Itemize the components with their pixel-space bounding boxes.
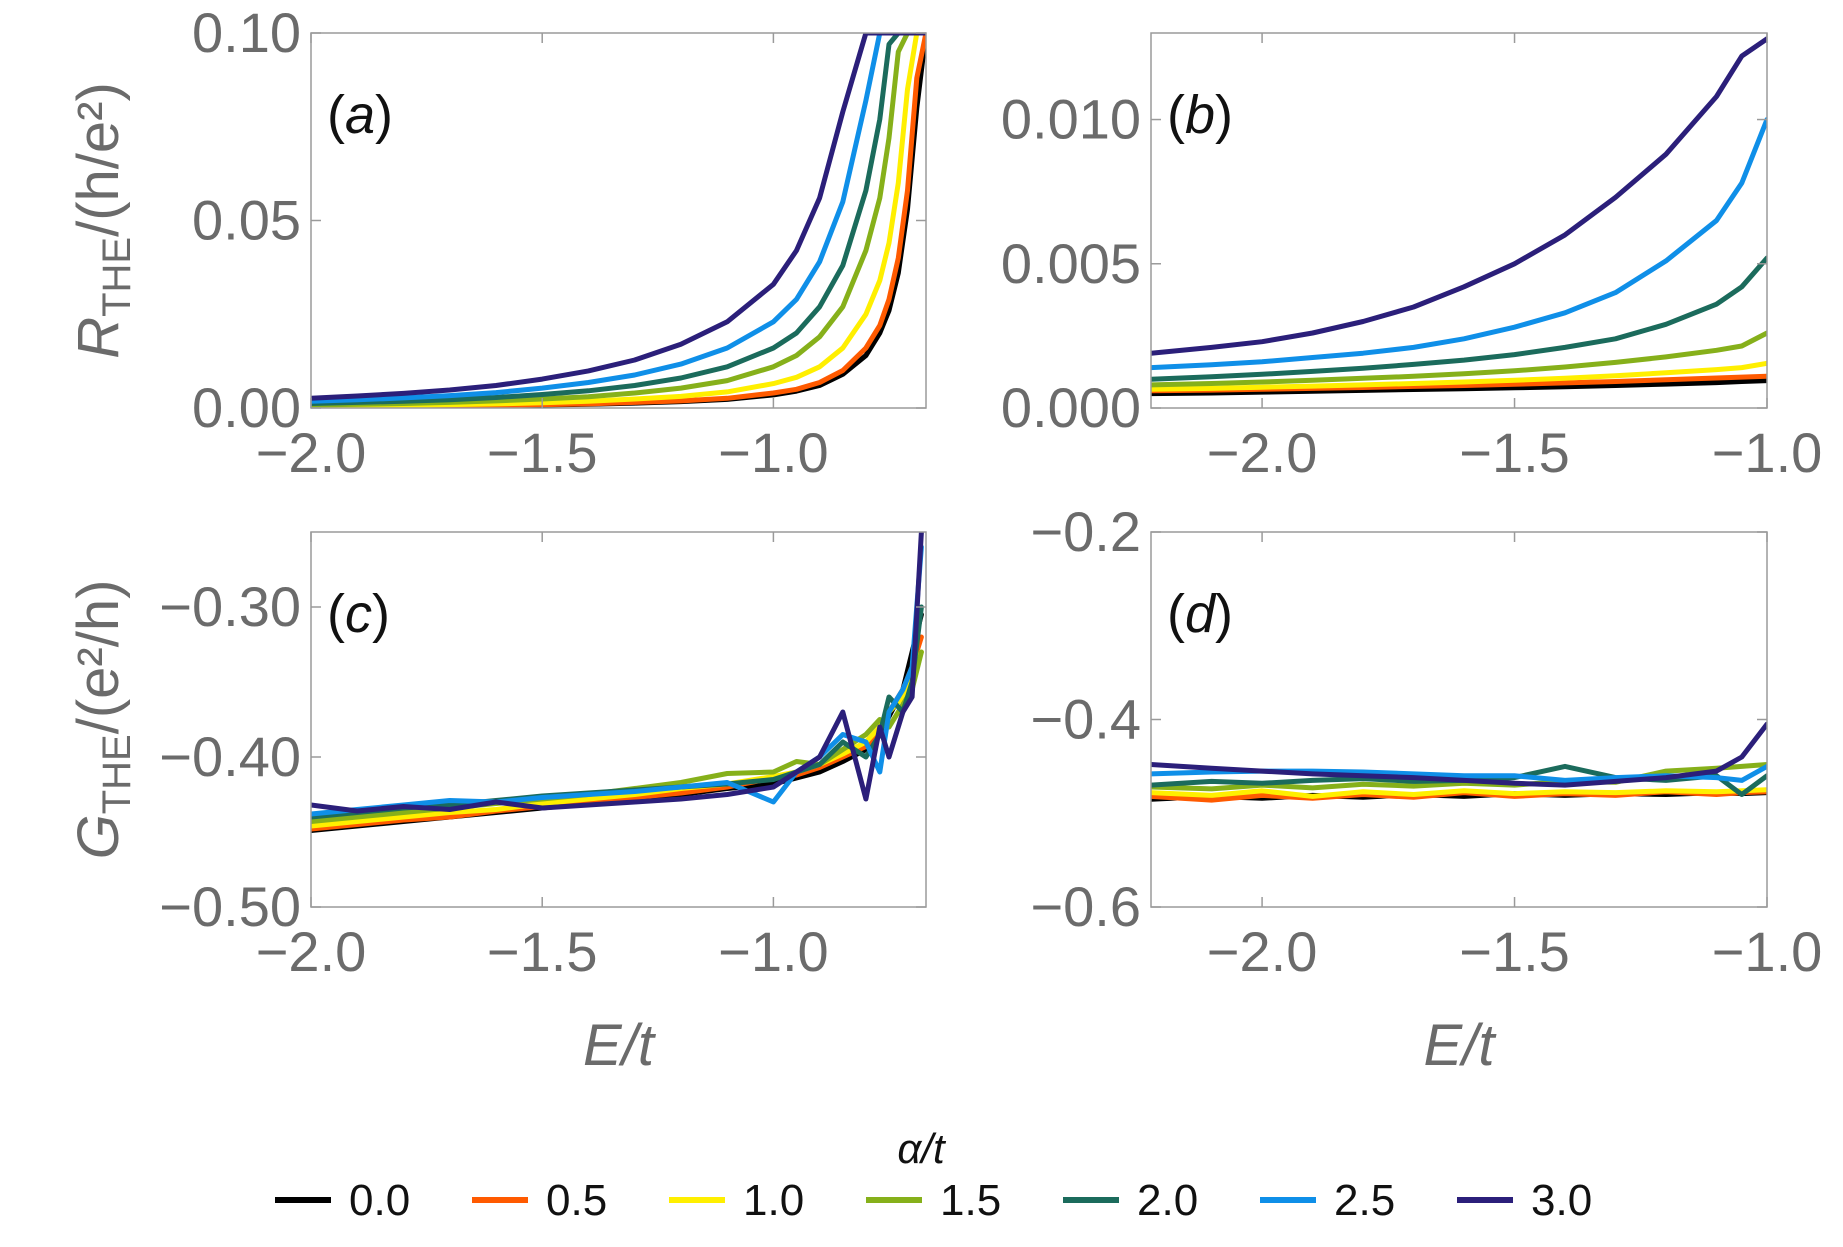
legend-item-1.5: 1.5 — [866, 1176, 1001, 1225]
panel-b: 0.000 0.005 0.010 −2.0 −1.5 −1.0 (b) — [1001, 32, 1823, 484]
series-line-2.0 — [311, 33, 926, 406]
series-line-2.0 — [311, 604, 924, 820]
series-line-0.0 — [1151, 378, 1767, 397]
x-tick-label: −2.0 — [1207, 920, 1318, 983]
panel-a: 0.00 0.05 0.10 −2.0 −1.5 −1.0 (a) RTHE/(h/e²) — [66, 1, 927, 484]
y-axis-label: RTHE/(h/e²) — [66, 82, 139, 359]
y-tick-label: −0.6 — [1030, 875, 1141, 938]
series-line-2.5 — [311, 544, 924, 817]
legend-label: 2.5 — [1334, 1176, 1395, 1225]
series-line-1.0 — [1151, 787, 1767, 799]
x-tick-label: −1.0 — [1712, 421, 1823, 484]
legend-title: α/t — [897, 1125, 947, 1172]
legend-item-0.5: 0.5 — [472, 1176, 607, 1225]
y-tick-label: −0.40 — [159, 725, 301, 788]
x-tick-label: −1.0 — [1712, 920, 1823, 983]
x-tick-label: −1.5 — [1459, 421, 1570, 484]
legend-item-0.0: 0.0 — [275, 1176, 410, 1225]
y-tick-label: −0.50 — [159, 875, 301, 938]
plot-frame — [310, 531, 927, 908]
x-tick-label: −2.0 — [256, 421, 367, 484]
x-tick-label: −1.0 — [718, 421, 829, 484]
x-tick-label: −2.0 — [256, 920, 367, 983]
y-tick-label: 0.00 — [192, 376, 301, 439]
x-tick-label: −1.5 — [487, 421, 598, 484]
legend-item-3.0: 3.0 — [1457, 1176, 1592, 1225]
y-tick-label: 0.10 — [192, 1, 301, 64]
series-line-1.5 — [1151, 330, 1767, 388]
legend: α/t 0.0 0.5 1.0 1.5 2.0 2.5 3.0 — [275, 1125, 1592, 1225]
series-line-3.0 — [311, 532, 924, 814]
legend-item-2.0: 2.0 — [1063, 1176, 1198, 1225]
y-tick-label: 0.05 — [192, 189, 301, 252]
series-line-2.0 — [1151, 255, 1767, 382]
panel-label: (a) — [327, 85, 393, 145]
y-tick-label: 0.000 — [1001, 376, 1141, 439]
plot-frame — [1150, 32, 1768, 409]
x-tick-label: −1.0 — [718, 920, 829, 983]
x-tick-label: −1.5 — [487, 920, 598, 983]
series-line-2.5 — [311, 33, 926, 404]
series-line-3.0 — [1151, 36, 1767, 356]
plot-frame — [1150, 531, 1768, 908]
series-line-1.0 — [1151, 360, 1767, 392]
panel-label: (d) — [1167, 584, 1233, 644]
y-tick-label: 0.010 — [1001, 88, 1141, 151]
y-tick-label: 0.005 — [1001, 232, 1141, 295]
y-tick-label: −0.4 — [1030, 688, 1141, 751]
series-line-3.0 — [1151, 721, 1767, 788]
x-axis-label: E/t — [1424, 1013, 1498, 1078]
y-tick-label: −0.2 — [1030, 500, 1141, 563]
legend-label: 3.0 — [1531, 1176, 1592, 1225]
series-line-3.0 — [311, 33, 926, 401]
series-line-2.5 — [1151, 117, 1767, 371]
series-group — [311, 532, 924, 833]
x-axis-label: E/t — [583, 1013, 657, 1078]
legend-label: 1.5 — [940, 1176, 1001, 1225]
x-tick-label: −1.5 — [1459, 920, 1570, 983]
legend-item-1.0: 1.0 — [669, 1176, 804, 1225]
series-line-1.5 — [311, 33, 926, 408]
legend-item-2.5: 2.5 — [1260, 1176, 1395, 1225]
legend-label: 2.0 — [1137, 1176, 1198, 1225]
x-tick-label: −2.0 — [1207, 421, 1318, 484]
legend-label: 1.0 — [743, 1176, 804, 1225]
legend-label: 0.0 — [349, 1176, 410, 1225]
series-group — [1151, 36, 1767, 397]
panel-label: (c) — [327, 584, 390, 644]
series-group — [1151, 721, 1767, 803]
legend-label: 0.5 — [546, 1176, 607, 1225]
y-tick-label: −0.30 — [159, 575, 301, 638]
panel-d: −0.6 −0.4 −0.2 −2.0 −1.5 −1.0 (d) E/t — [1030, 500, 1822, 1078]
panel-c: −0.50 −0.40 −0.30 −2.0 −1.5 −1.0 (c) GTHE/(e²/h… — [66, 531, 927, 1078]
panel-label: (b) — [1167, 85, 1233, 145]
y-axis-label: GTHE/(e²/h) — [66, 580, 139, 860]
series-group — [311, 33, 926, 408]
